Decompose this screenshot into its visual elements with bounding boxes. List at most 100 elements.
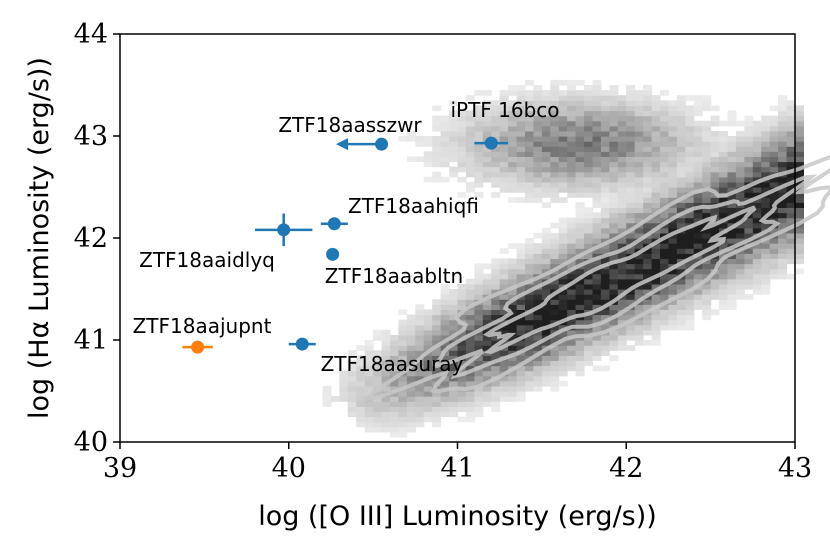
density-bin — [769, 151, 779, 157]
density-bin — [508, 100, 518, 106]
density-bin — [761, 125, 771, 132]
density-bin — [617, 278, 627, 285]
density-bin — [702, 130, 712, 137]
density-bin — [491, 334, 501, 341]
density-bin — [643, 319, 653, 326]
density-bin — [482, 299, 492, 305]
density-bin — [710, 283, 720, 290]
density-bin — [432, 314, 442, 321]
density-bin — [465, 151, 475, 157]
density-bin — [465, 340, 475, 346]
density-bin — [710, 176, 720, 183]
density-bin — [626, 176, 636, 183]
density-bin — [795, 248, 804, 254]
density-bin — [719, 268, 729, 275]
density-bin — [660, 120, 669, 127]
density-bin — [516, 385, 526, 392]
density-bin — [533, 324, 543, 331]
density-bin — [474, 294, 484, 300]
density-bin — [702, 227, 712, 234]
density-bin — [465, 416, 475, 423]
density-bin — [516, 120, 526, 127]
density-bin — [685, 304, 695, 310]
density-bin — [541, 314, 551, 321]
density-bin — [465, 370, 475, 377]
density-bin — [651, 197, 661, 203]
density-bin — [744, 187, 754, 193]
density-bin — [660, 105, 669, 112]
density-bin — [406, 391, 416, 397]
density-bin — [685, 238, 695, 244]
density-bin — [693, 263, 703, 270]
density-bin — [432, 319, 442, 326]
density-bin — [423, 360, 433, 367]
density-bin — [626, 110, 636, 117]
density-bin — [491, 258, 501, 265]
density-bin — [499, 110, 509, 117]
density-bin — [660, 110, 669, 117]
density-bin — [508, 263, 518, 270]
density-bin — [440, 136, 450, 142]
density-bin — [702, 171, 712, 178]
density-bin — [676, 238, 686, 244]
density-bin — [676, 192, 686, 198]
density-bin — [516, 171, 526, 178]
density-bin — [499, 125, 509, 132]
density-bin — [550, 350, 560, 356]
density-bin — [660, 273, 669, 280]
density-bin — [575, 156, 585, 163]
density-bin — [600, 324, 610, 331]
density-bin — [744, 176, 754, 183]
density-bin — [508, 294, 518, 300]
density-bin — [626, 329, 636, 336]
density-bin — [752, 192, 762, 198]
density-bin — [533, 232, 543, 239]
density-bin — [727, 171, 737, 178]
density-bin — [735, 151, 745, 157]
density-bin — [533, 187, 543, 193]
density-bin — [693, 222, 703, 229]
density-bin — [643, 136, 653, 142]
density-bin — [440, 324, 450, 331]
density-bin — [550, 130, 560, 137]
density-bin — [415, 329, 425, 336]
density-bin — [761, 268, 771, 275]
density-bin — [584, 243, 594, 249]
density-bin — [651, 248, 661, 254]
density-bin — [508, 375, 518, 382]
density-bin — [550, 294, 560, 300]
density-bin — [508, 243, 518, 249]
density-bin — [761, 141, 771, 147]
x-tick-label: 41 — [440, 453, 474, 484]
density-bin — [668, 100, 678, 106]
density-bin — [634, 141, 644, 147]
density-bin — [752, 130, 762, 137]
density-bin — [592, 289, 602, 295]
density-bin — [381, 365, 391, 372]
density-bin — [449, 110, 459, 117]
density-bin — [525, 171, 534, 178]
density-bin — [558, 380, 568, 387]
density-bin — [356, 360, 366, 367]
density-bin — [600, 136, 610, 142]
density-bin — [769, 197, 779, 203]
density-bin — [778, 136, 788, 142]
density-bin — [786, 258, 796, 265]
density-bin — [744, 273, 754, 280]
density-bin — [643, 299, 653, 305]
density-bin — [373, 360, 383, 367]
density-bin — [533, 90, 543, 96]
density-bin — [719, 243, 729, 249]
density-bin — [744, 120, 754, 127]
density-bin — [423, 380, 433, 387]
density-bin — [685, 105, 695, 112]
density-bin — [727, 294, 737, 300]
density-bin — [769, 136, 779, 142]
density-bin — [651, 294, 661, 300]
density-bin — [727, 238, 737, 244]
density-bin — [651, 278, 661, 285]
density-bin — [626, 212, 636, 219]
density-bin — [584, 110, 594, 117]
data-point-marker — [327, 217, 341, 231]
density-bin — [516, 380, 526, 387]
